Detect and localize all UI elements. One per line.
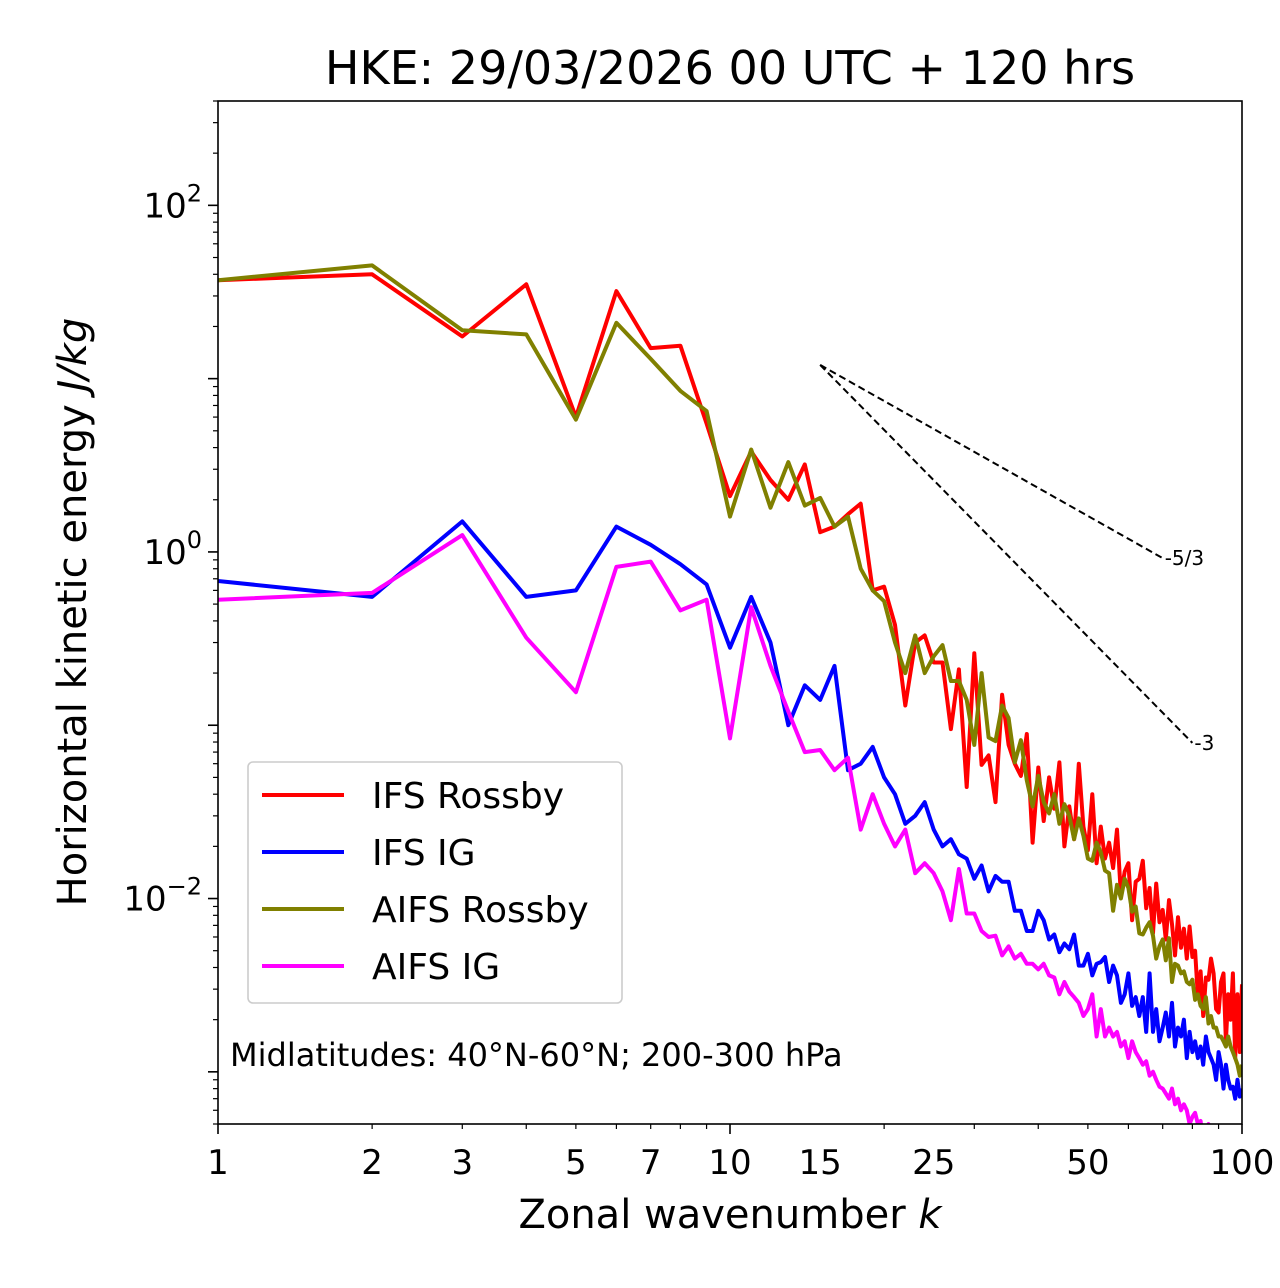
x-tick-label: 1: [207, 1143, 229, 1183]
x-tick-label: 15: [799, 1143, 842, 1183]
reference-slope-layer: -5/3 -3: [819, 364, 1214, 755]
x-tick-label: 7: [640, 1143, 662, 1183]
reference-slope-line: [819, 364, 1194, 744]
legend-label: IFS Rossby: [372, 776, 564, 817]
x-tick-label: 3: [451, 1143, 473, 1183]
y-axis-label-text: Horizontal kinetic energy: [50, 404, 96, 906]
y-axis-label-units: J/kg: [50, 318, 96, 399]
series-line-ifs-ig: [218, 519, 1242, 1101]
region-annotation: Midlatitudes: 40°N-60°N; 200-300 hPa: [230, 1036, 843, 1074]
series-layer: [218, 263, 1242, 1124]
series-line-aifs-ig: [218, 533, 1211, 1124]
legend-label: AIFS Rossby: [372, 890, 589, 931]
x-tick-label: 2: [361, 1143, 383, 1183]
x-tick-label: 10: [708, 1143, 751, 1183]
y-tick-label: 10−2: [123, 873, 202, 920]
series-line-aifs-rossby: [218, 263, 1242, 1078]
reference-slope-label: -5/3: [1165, 546, 1204, 570]
reference-slope-line: [819, 364, 1164, 560]
legend: IFS Rossby IFS IG AIFS Rossby AIFS IG: [247, 761, 623, 1004]
x-tick-label: 50: [1066, 1143, 1109, 1183]
y-tick-label: 100: [143, 526, 202, 573]
x-tick-label: 25: [912, 1143, 955, 1183]
series-line-ifs-rossby: [218, 272, 1242, 1061]
y-tick-label: 102: [143, 179, 202, 226]
x-axis-label-text: Zonal wavenumber: [518, 1192, 906, 1238]
y-axis-ticks: 102 100 10−2: [123, 100, 218, 1125]
legend-box: [247, 761, 623, 1004]
chart-title: HKE: 29/03/2026 00 UTC + 120 hrs: [325, 41, 1135, 95]
x-axis-label-var: k: [918, 1192, 943, 1238]
legend-label: AIFS IG: [372, 947, 500, 988]
x-axis-label: Zonal wavenumber k: [518, 1192, 943, 1238]
reference-slope-label: -3: [1194, 731, 1214, 755]
y-axis-label: Horizontal kinetic energy J/kg: [50, 318, 96, 907]
x-tick-label: 5: [565, 1143, 587, 1183]
legend-label: IFS IG: [372, 833, 476, 874]
x-tick-label: 100: [1210, 1143, 1275, 1183]
x-axis-ticks: 1 2 3 5 7 10 15 25 50 100: [207, 1124, 1274, 1183]
